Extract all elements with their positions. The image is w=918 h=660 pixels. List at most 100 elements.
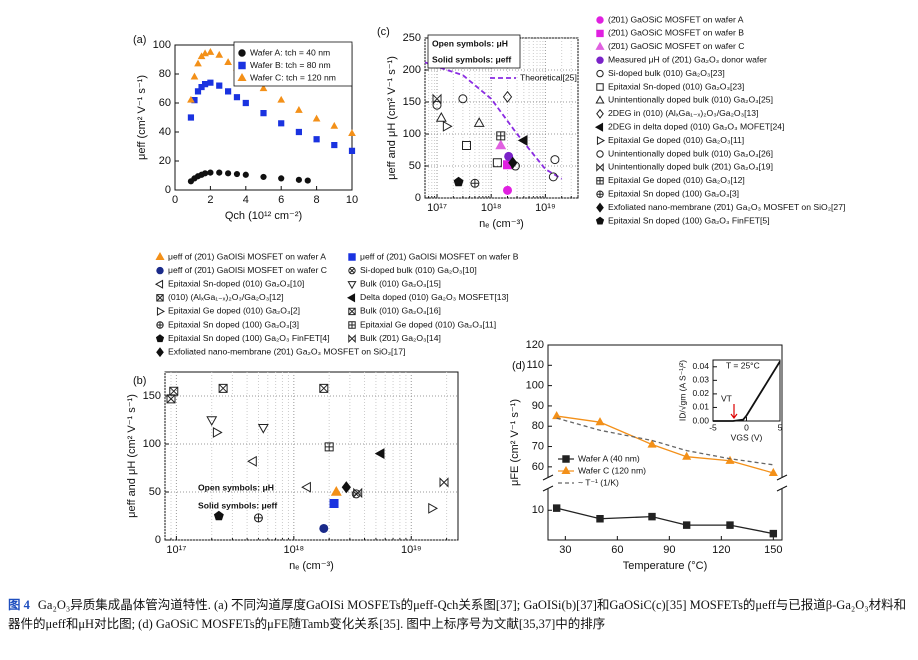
inset-background [713,360,780,421]
y-tick-label: 100 [526,380,544,392]
legend-label: Delta doped (010) Ga₂O₃ MOSFET[13] [360,292,509,302]
marker [201,81,209,88]
y-tick-label: 90 [532,400,544,412]
y-tick-label: 40 [159,126,171,138]
panel-label: (b) [133,375,146,387]
x-tick-label: 8 [314,194,320,206]
marker [562,455,570,463]
marker [259,84,268,92]
legend-label: Wafer A: tch = 40 nm [250,47,330,57]
legend-label: Epitaxial Sn doped (100) Ga₂O₃[3] [168,319,299,329]
marker [508,156,518,169]
legend-label: Wafer C: tch = 120 nm [250,72,336,82]
legend-label: Wafer A (40 nm) [578,453,640,463]
legend-label: Epitaxial Ge doped (010) Ga₂O₃[11] [360,319,496,329]
caption-text: Ga₂O₃异质集成晶体管沟道特性. (a) 不同沟道厚度GaOISi MOSFE… [8,598,907,631]
marker [461,141,471,151]
marker [473,117,485,127]
annotation: Solid symbols: μeff [198,500,277,510]
marker [278,175,285,182]
legend-label: μeff of (2̄01) GaOISi MOSFET on wafer C [168,265,327,275]
x-tick-label: 150 [764,544,782,556]
x-tick-label: 60 [611,544,623,556]
legend-label: Epitaxial Sn doped (100) Ga₂O₃ FinFET[4] [168,333,330,343]
legend-label: Unintentionally doped bulk (2̄01) Ga₂O₃[… [608,162,773,172]
legend-label: Epitaxial Sn-doped (010) Ga₂O₃[10] [168,278,304,288]
axis-frame [547,344,783,541]
marker [432,93,442,105]
legend-label: Epitaxial Sn doped (100) Ga₂O₃[3] [608,188,739,198]
marker [224,170,232,177]
x-tick-label: 10 [346,194,358,206]
marker [374,448,385,460]
marker [768,467,778,476]
marker [312,114,321,122]
x-tick-label: 0 [172,194,178,206]
panel-label: (a) [133,34,146,46]
x-tick-label: 90 [663,544,675,556]
marker [242,171,249,178]
marker [215,50,224,58]
marker [194,59,202,67]
marker [552,504,561,512]
marker [242,99,249,107]
marker [224,58,232,65]
x-axis-label: nₑ (cm⁻³) [289,560,334,572]
marker [319,383,329,393]
legend-label: μeff of (2̄01) GaOISi MOSFET on wafer A [168,251,326,261]
marker [169,386,179,396]
marker [201,170,209,177]
y-tick-label: 0 [155,534,161,546]
marker [442,120,453,132]
x-tick-label: 2 [207,194,213,206]
y-tick-label: 100 [403,128,421,140]
y-tick-label: 80 [159,68,171,80]
marker [190,72,199,80]
theory-label: Theoretical[25] [520,72,577,82]
marker [324,442,334,452]
x-tick-label: 4 [243,194,249,206]
marker [207,169,214,176]
marker [725,455,735,464]
marker [156,306,166,316]
caption-label: 图 4 [8,598,30,612]
y-tick-label: 0.01 [692,402,709,412]
y-tick-label: 0 [165,184,171,196]
series-line [556,417,774,466]
marker [260,173,267,180]
marker [329,499,339,509]
marker [347,281,357,290]
annotation: Solid symbols: μeff [432,54,511,64]
legend-label: Epitaxial Ge doped (010) Ga₂O₃[2] [168,306,300,316]
x-axis-label: Temperature (°C) [623,560,707,572]
marker [201,49,209,57]
marker [156,266,164,275]
x-axis-label: Qch (10¹² cm⁻²) [225,210,302,222]
marker [595,216,605,225]
y-axis-label: μFE (cm² V⁻¹ s⁻¹) [509,399,521,486]
marker [353,487,363,499]
marker [206,47,215,55]
x-axis-label: VGS (V) [731,432,763,442]
legend-box [233,41,353,87]
x-tick-label: 10¹⁹ [401,544,422,556]
y-tick-label: 0 [415,192,421,204]
marker [341,481,351,494]
marker [348,321,356,329]
y-axis-label: μeff and μH (cm² V⁻¹ s⁻¹) [126,394,138,518]
y-tick-label: 150 [403,96,421,108]
marker [156,294,164,302]
x-tick-label: -5 [709,422,717,432]
marker [596,515,604,523]
legend-label: Si-doped bulk (010) Ga₂O₃[23] [608,68,725,78]
x-tick-label: 0 [744,422,749,432]
y-tick-label: 50 [149,486,161,498]
legend-label: Measured μH of (2̄01) Ga₂O₃ donor wafer [608,54,767,64]
marker [233,94,241,101]
panel-label: (d) [512,360,525,372]
marker [428,502,438,514]
marker [648,512,656,521]
marker [595,417,605,426]
